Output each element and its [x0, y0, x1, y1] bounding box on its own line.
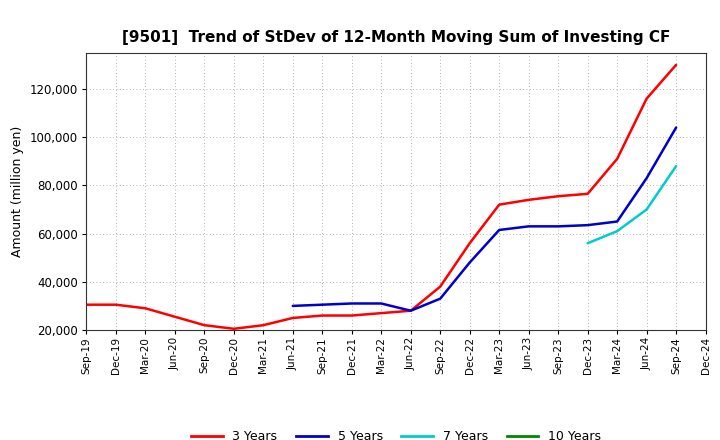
Line: 7 Years: 7 Years: [588, 166, 676, 243]
3 Years: [583, 191, 592, 196]
3 Years: [406, 308, 415, 313]
3 Years: [200, 323, 209, 328]
5 Years: [436, 296, 444, 301]
5 Years: [672, 125, 680, 130]
3 Years: [377, 311, 386, 316]
7 Years: [613, 228, 621, 234]
3 Years: [495, 202, 503, 207]
Y-axis label: Amount (million yen): Amount (million yen): [12, 126, 24, 257]
5 Years: [613, 219, 621, 224]
3 Years: [554, 194, 562, 199]
5 Years: [495, 227, 503, 233]
5 Years: [554, 224, 562, 229]
3 Years: [171, 314, 179, 319]
3 Years: [82, 302, 91, 307]
7 Years: [672, 163, 680, 169]
5 Years: [583, 223, 592, 228]
3 Years: [112, 302, 120, 307]
3 Years: [230, 326, 238, 331]
Line: 3 Years: 3 Years: [86, 65, 676, 329]
5 Years: [377, 301, 386, 306]
3 Years: [318, 313, 327, 318]
7 Years: [642, 207, 651, 212]
3 Years: [524, 197, 533, 202]
3 Years: [672, 62, 680, 67]
3 Years: [465, 241, 474, 246]
3 Years: [259, 323, 268, 328]
3 Years: [289, 315, 297, 321]
3 Years: [141, 306, 150, 311]
Title: [9501]  Trend of StDev of 12-Month Moving Sum of Investing CF: [9501] Trend of StDev of 12-Month Moving…: [122, 29, 670, 45]
5 Years: [465, 260, 474, 265]
3 Years: [436, 284, 444, 289]
Legend: 3 Years, 5 Years, 7 Years, 10 Years: 3 Years, 5 Years, 7 Years, 10 Years: [186, 425, 606, 440]
5 Years: [289, 303, 297, 308]
3 Years: [642, 96, 651, 101]
Line: 5 Years: 5 Years: [293, 128, 676, 311]
5 Years: [348, 301, 356, 306]
5 Years: [318, 302, 327, 307]
5 Years: [642, 176, 651, 181]
3 Years: [613, 156, 621, 161]
3 Years: [348, 313, 356, 318]
5 Years: [524, 224, 533, 229]
5 Years: [406, 308, 415, 313]
7 Years: [583, 241, 592, 246]
